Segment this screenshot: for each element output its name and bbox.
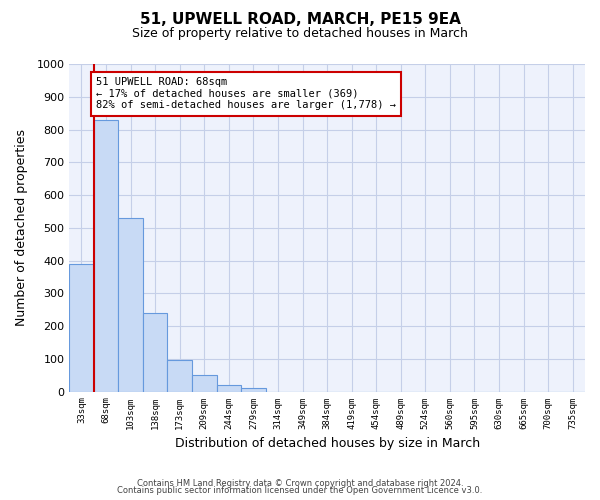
Bar [94, 120, 118, 392]
Text: 51 UPWELL ROAD: 68sqm
← 17% of detached houses are smaller (369)
82% of semi-det: 51 UPWELL ROAD: 68sqm ← 17% of detached … [96, 77, 396, 110]
Y-axis label: Number of detached properties: Number of detached properties [15, 130, 28, 326]
Bar [69, 264, 94, 392]
Bar [192, 375, 217, 392]
Text: Contains HM Land Registry data © Crown copyright and database right 2024.: Contains HM Land Registry data © Crown c… [137, 478, 463, 488]
Bar [143, 313, 167, 392]
Bar [118, 218, 143, 392]
Text: Size of property relative to detached houses in March: Size of property relative to detached ho… [132, 28, 468, 40]
Bar [167, 360, 192, 392]
Text: 51, UPWELL ROAD, MARCH, PE15 9EA: 51, UPWELL ROAD, MARCH, PE15 9EA [140, 12, 460, 28]
Text: Contains public sector information licensed under the Open Government Licence v3: Contains public sector information licen… [118, 486, 482, 495]
Bar [241, 388, 266, 392]
Bar [217, 385, 241, 392]
X-axis label: Distribution of detached houses by size in March: Distribution of detached houses by size … [175, 437, 479, 450]
